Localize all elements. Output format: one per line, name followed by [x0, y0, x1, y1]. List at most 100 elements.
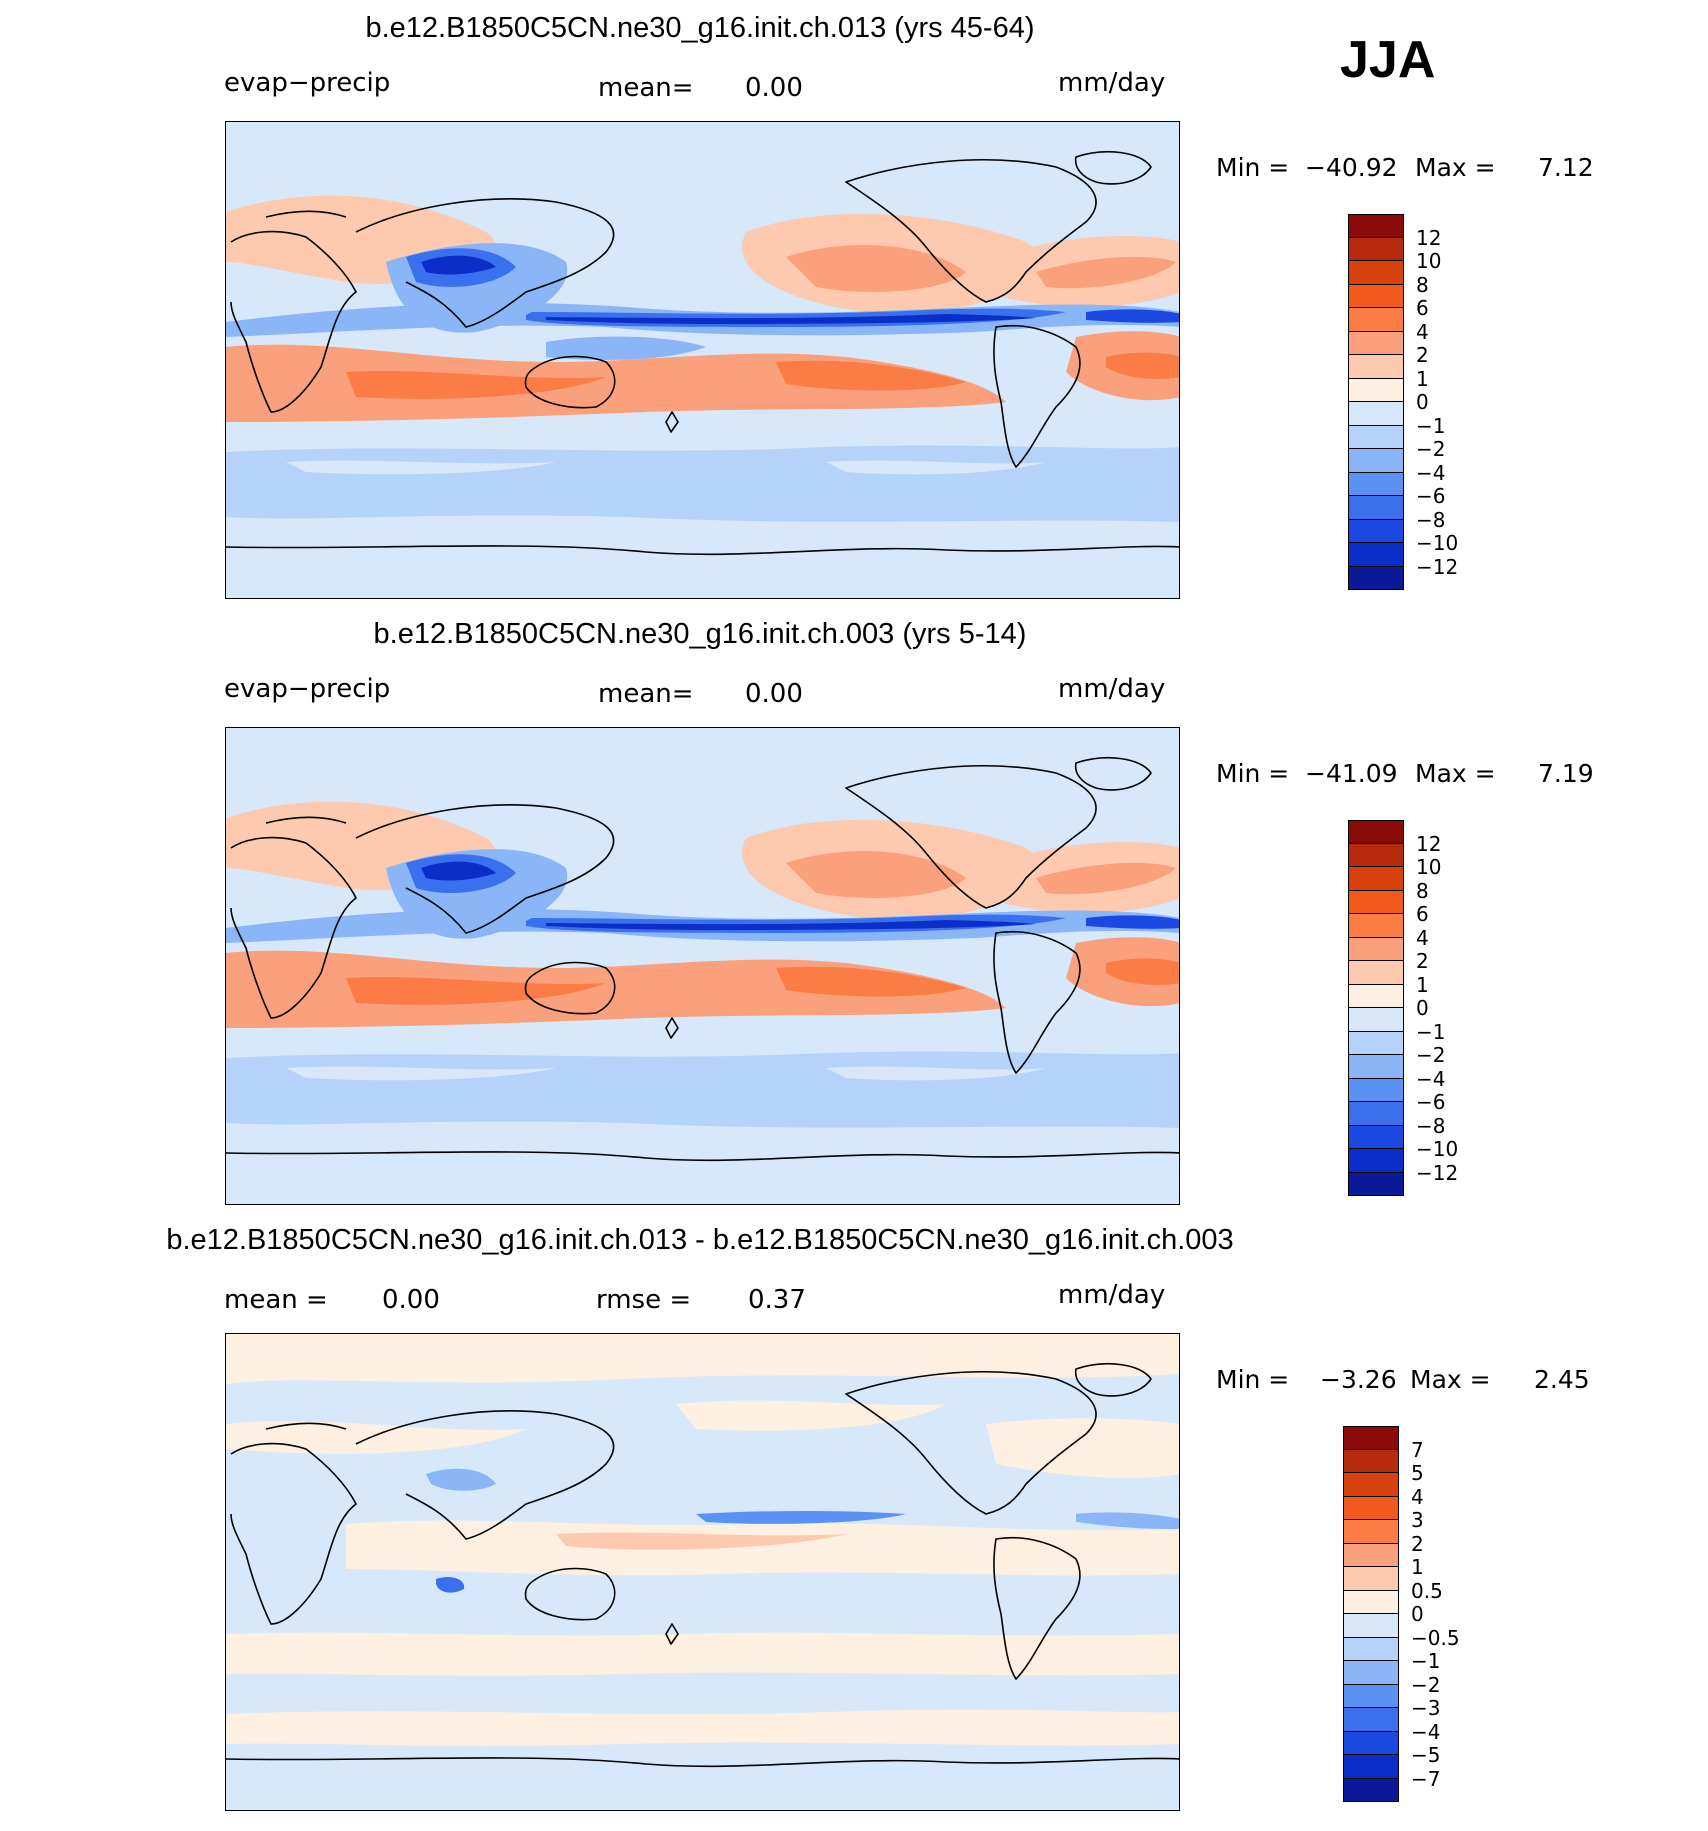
colorbar-box: [1343, 1778, 1399, 1802]
colorbar-tick-label: −1: [1416, 413, 1446, 438]
colorbar-box: [1343, 1449, 1399, 1473]
colorbar-box: [1343, 1684, 1399, 1708]
panel-3-max-label: Max =: [1410, 1365, 1491, 1394]
colorbar-box: [1348, 1078, 1404, 1102]
colorbar-box: [1348, 820, 1404, 844]
colorbar-box: [1348, 1125, 1404, 1149]
colorbar-box: [1348, 355, 1404, 379]
panel-3-map: [225, 1333, 1180, 1811]
colorbar-box: [1343, 1520, 1399, 1544]
colorbar-box: [1343, 1590, 1399, 1614]
colorbar-tick-label: 7: [1411, 1437, 1424, 1462]
panel-2-mean-label: mean=: [598, 679, 694, 709]
panel-2-variable-label: evap−precip: [224, 674, 391, 704]
colorbar-tick-label: 0: [1416, 390, 1429, 414]
colorbar-tick-label: −2: [1411, 1672, 1441, 1697]
colorbar-tick-label: −6: [1416, 1090, 1446, 1114]
colorbar-tick-label: 8: [1416, 878, 1429, 903]
panel-2-title: b.e12.B1850C5CN.ne30_g16.init.ch.003 (yr…: [373, 618, 1027, 650]
colorbar-tick-label: 10: [1416, 249, 1442, 273]
colorbar-box: [1348, 984, 1404, 1008]
colorbar-tick-label: 1: [1416, 972, 1429, 997]
colorbar-box: [1343, 1731, 1399, 1755]
colorbar-tick-label: 2: [1411, 1531, 1424, 1556]
colorbar-tick-label: −12: [1416, 554, 1459, 579]
colorbar-tick-label: −8: [1416, 1113, 1446, 1138]
colorbar-box: [1348, 1055, 1404, 1079]
panel-2-units: mm/day: [1058, 674, 1166, 704]
panel-3-mean-value: 0.00: [382, 1285, 440, 1315]
panel-2-map-canvas: [226, 728, 1179, 1204]
panel-1-max-label: Max =: [1415, 153, 1496, 182]
panel-2-min-label: Min =: [1216, 759, 1290, 788]
panel-2-max-value: 7.19: [1538, 759, 1594, 788]
colorbar-box: [1348, 331, 1404, 355]
colorbar-box: [1348, 402, 1404, 426]
colorbar-box: [1348, 472, 1404, 496]
colorbar-tick-label: −10: [1416, 1137, 1459, 1161]
colorbar-box: [1348, 1149, 1404, 1173]
panel-1-variable-label: evap−precip: [224, 68, 391, 98]
colorbar-tick-label: 6: [1416, 902, 1429, 926]
colorbar-box: [1348, 284, 1404, 308]
colorbar-tick-label: 3: [1411, 1508, 1424, 1532]
panel-3-map-canvas: [226, 1334, 1179, 1810]
colorbar-box: [1348, 308, 1404, 332]
colorbar-box: [1348, 1008, 1404, 1032]
colorbar-box: [1348, 519, 1404, 543]
season-label: JJA: [1340, 31, 1436, 89]
colorbar-box: [1348, 566, 1404, 590]
panel-1-title: b.e12.B1850C5CN.ne30_g16.init.ch.013 (yr…: [365, 12, 1035, 44]
panel-3-rmse-value: 0.37: [748, 1285, 806, 1315]
panel-1-max-value: 7.12: [1538, 153, 1594, 182]
colorbar-tick-label: −1: [1411, 1649, 1441, 1673]
colorbar-tick-label: 2: [1416, 949, 1429, 973]
panel-3-max-value: 2.45: [1534, 1365, 1590, 1394]
panel-1-map: [225, 121, 1180, 599]
colorbar-box: [1348, 449, 1404, 473]
panel-1-map-canvas: [226, 122, 1179, 598]
colorbar-tick-label: 8: [1416, 272, 1429, 297]
colorbar-box: [1343, 1614, 1399, 1638]
panel-2-min-value: −41.09: [1305, 759, 1398, 788]
colorbar-box: [1348, 214, 1404, 238]
colorbar-box: [1348, 543, 1404, 567]
panel-1-mean-label: mean=: [598, 73, 694, 103]
colorbar-tick-label: −5: [1411, 1743, 1441, 1767]
colorbar-box: [1348, 378, 1404, 402]
panel-1-min-value: −40.92: [1305, 153, 1398, 182]
colorbar-tick-label: −2: [1416, 437, 1446, 461]
colorbar-box: [1348, 890, 1404, 914]
colorbar-tick-label: 5: [1411, 1461, 1424, 1485]
panel-1-mean-value: 0.00: [745, 73, 803, 103]
colorbar-tick-label: −10: [1416, 531, 1459, 555]
colorbar-tick-label: −0.5: [1411, 1625, 1460, 1650]
colorbar-box: [1343, 1708, 1399, 1732]
colorbar-box: [1343, 1496, 1399, 1520]
panel-2-max-label: Max =: [1415, 759, 1496, 788]
colorbar-tick-label: 12: [1416, 225, 1442, 250]
colorbar-tick-label: 10: [1416, 855, 1442, 879]
panel-1-colorbar: 12 10 8 6 4 2 1 0 −1 −2 −4 −6 −8 −10 −12: [1348, 214, 1458, 590]
colorbar-tick-label: −4: [1411, 1719, 1441, 1744]
panel-3-units: mm/day: [1058, 1280, 1166, 1310]
colorbar-box: [1343, 1473, 1399, 1497]
colorbar-box: [1348, 914, 1404, 938]
colorbar-tick-label: 2: [1416, 343, 1429, 367]
colorbar-tick-label: −12: [1416, 1160, 1459, 1185]
colorbar-box: [1348, 1172, 1404, 1196]
colorbar-tick-label: 0.5: [1411, 1578, 1443, 1603]
colorbar-tick-label: −3: [1411, 1696, 1441, 1720]
panel-1-units: mm/day: [1058, 68, 1166, 98]
panel-3-title: b.e12.B1850C5CN.ne30_g16.init.ch.013 - b…: [166, 1224, 1234, 1256]
colorbar-box: [1348, 425, 1404, 449]
panel-3-rmse-label: rmse =: [596, 1285, 692, 1315]
colorbar-box: [1343, 1637, 1399, 1661]
colorbar-box: [1343, 1426, 1399, 1450]
colorbar-tick-label: −6: [1416, 484, 1446, 508]
colorbar-tick-label: 1: [1411, 1555, 1424, 1579]
panel-1-min-label: Min =: [1216, 153, 1290, 182]
colorbar-box: [1343, 1661, 1399, 1685]
colorbar-box: [1348, 867, 1404, 891]
colorbar-tick-label: 4: [1416, 925, 1429, 950]
